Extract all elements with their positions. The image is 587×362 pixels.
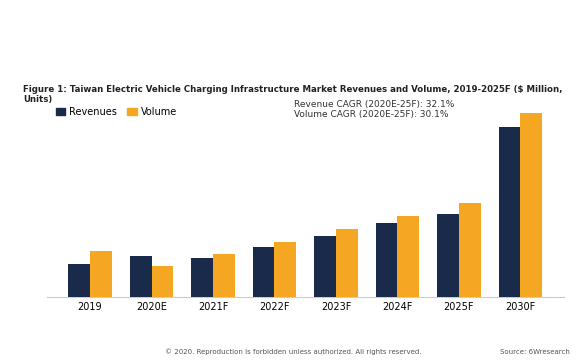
Legend: Revenues, Volume: Revenues, Volume	[52, 103, 181, 121]
Text: © 2020. Reproduction is forbidden unless authorized. All rights reserved.: © 2020. Reproduction is forbidden unless…	[166, 348, 421, 355]
Bar	[499, 127, 521, 297]
Bar	[253, 247, 275, 297]
Bar	[397, 216, 419, 297]
Bar	[275, 241, 296, 297]
Text: Taiwan Electric Vehicle Charging Infrastructure
Market Overview: Taiwan Electric Vehicle Charging Infrast…	[12, 20, 416, 52]
Text: 6W
research: 6W research	[515, 17, 569, 39]
Bar	[459, 203, 481, 297]
Bar	[376, 223, 397, 297]
Bar	[90, 251, 112, 297]
Bar	[69, 264, 90, 297]
Bar	[336, 229, 357, 297]
Bar	[151, 265, 173, 297]
Text: Figure 1: Taiwan Electric Vehicle Charging Infrastructure Market Revenues and Vo: Figure 1: Taiwan Electric Vehicle Chargi…	[23, 85, 563, 105]
Bar	[437, 214, 459, 297]
Bar	[191, 258, 213, 297]
Text: Source: 6Wresearch: Source: 6Wresearch	[500, 349, 569, 355]
Bar	[130, 256, 151, 297]
Bar	[213, 254, 235, 297]
Bar	[521, 113, 542, 297]
Bar	[315, 236, 336, 297]
Text: Revenue CAGR (2020E-25F): 32.1%
Volume CAGR (2020E-25F): 30.1%: Revenue CAGR (2020E-25F): 32.1% Volume C…	[294, 100, 454, 119]
